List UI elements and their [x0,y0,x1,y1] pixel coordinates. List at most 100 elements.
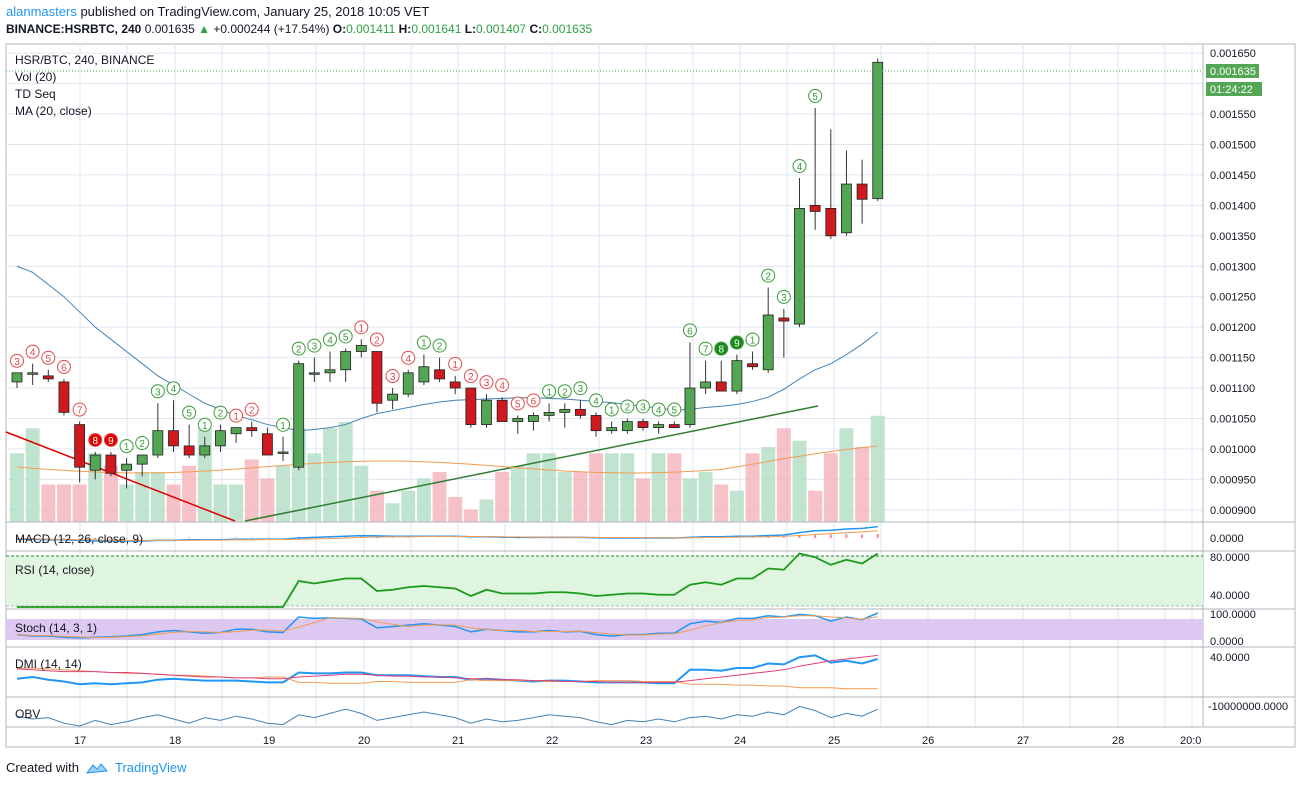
candle[interactable] [856,183,868,200]
candle[interactable] [778,317,790,322]
candle[interactable] [794,208,805,325]
candle[interactable] [841,183,852,234]
td-seq-mark [698,341,713,356]
candle[interactable] [152,430,164,456]
price-tick: 0.001500 [1210,139,1256,151]
candle[interactable] [700,381,711,389]
candle[interactable] [809,204,821,212]
td-seq-mark [620,399,635,414]
td-seq-mark [150,384,165,399]
volume-bar [119,484,134,522]
candle[interactable] [465,387,477,425]
candle[interactable] [74,424,85,468]
candle[interactable] [277,451,289,454]
time-axis[interactable]: 17 18 19 20 21 22 23 24 25 26 27 28 20:0 [74,735,1201,747]
tradingview-link[interactable]: TradingView [114,760,187,775]
volume-bar [823,453,838,522]
candle[interactable] [637,421,649,429]
candle[interactable] [715,381,727,392]
candle[interactable] [371,351,383,404]
td-seq-count: 8 [92,436,98,447]
candle[interactable] [621,421,633,432]
candle[interactable] [434,369,445,380]
volume-bar [229,484,244,522]
uptrend-line[interactable] [244,405,819,522]
open-label: O: [332,22,347,36]
candle[interactable] [42,375,54,380]
candle[interactable] [293,363,305,468]
candle[interactable] [653,424,665,429]
td-seq-mark [323,332,337,347]
candle[interactable] [387,393,399,401]
candle[interactable] [418,366,430,383]
author-link[interactable]: alanmasters [6,4,77,19]
volume-bar [448,497,463,522]
candle[interactable] [168,430,179,447]
candle[interactable] [590,415,602,432]
candle[interactable] [308,372,320,375]
candle[interactable] [496,399,508,422]
candle[interactable] [543,411,555,416]
price-axis[interactable]: 0.001650 0.001550 0.001500 0.001450 0.001400… [1210,48,1256,517]
volume-bar [103,465,118,522]
candle[interactable] [105,454,117,474]
candles [11,58,884,489]
candle[interactable] [402,372,414,395]
candle[interactable] [11,372,23,383]
candle[interactable] [183,445,195,456]
td-seq-mark [385,369,400,384]
candle[interactable] [512,418,524,422]
candle[interactable] [355,345,367,352]
volume-bar [72,484,87,522]
candle[interactable] [825,208,837,237]
price-tick: 0.000900 [1210,505,1256,517]
downtrend-line[interactable] [5,431,236,522]
candle[interactable] [199,445,211,456]
macd-hist [235,537,238,538]
volume-bar [792,440,807,522]
volume-bar [56,484,71,522]
candle[interactable] [261,433,273,456]
candle[interactable] [340,351,352,371]
volume-bar [557,472,572,522]
candle[interactable] [528,415,539,422]
td-seq-mark [542,384,557,399]
candle[interactable] [668,424,680,429]
td-seq-count: 1 [609,406,615,417]
macd-hist [845,534,848,538]
dmi-minus-line [17,667,878,690]
td-seq-count: 2 [562,387,568,398]
candle[interactable] [606,427,618,432]
candle[interactable] [872,61,884,200]
volume-bar [729,490,744,522]
candle[interactable] [58,381,70,413]
td-seq-mark [197,417,212,432]
candle[interactable] [215,430,226,447]
td-seq-count: 2 [437,342,443,353]
volume-bar [761,447,776,522]
price-tick: 0.001200 [1210,322,1256,334]
candle[interactable] [684,387,696,425]
candle[interactable] [559,408,571,413]
candle[interactable] [762,314,774,371]
td-seq-count: 1 [452,360,458,371]
candle[interactable] [121,463,132,471]
candle[interactable] [136,454,148,465]
candle[interactable] [575,408,586,416]
last-price: 0.001635 [144,22,195,36]
candle[interactable] [449,381,461,389]
candle[interactable] [89,454,101,471]
candle[interactable] [747,363,758,368]
time-tick: 27 [1017,735,1029,747]
candle[interactable] [481,399,492,425]
candle[interactable] [246,427,258,432]
candle[interactable] [230,427,242,435]
volume-bar [41,484,56,522]
volume-bar [354,465,369,522]
candle[interactable] [731,360,743,392]
volume-bar [870,415,885,522]
candle[interactable] [27,372,39,375]
close-label: C: [529,22,543,36]
candle[interactable] [324,369,336,374]
